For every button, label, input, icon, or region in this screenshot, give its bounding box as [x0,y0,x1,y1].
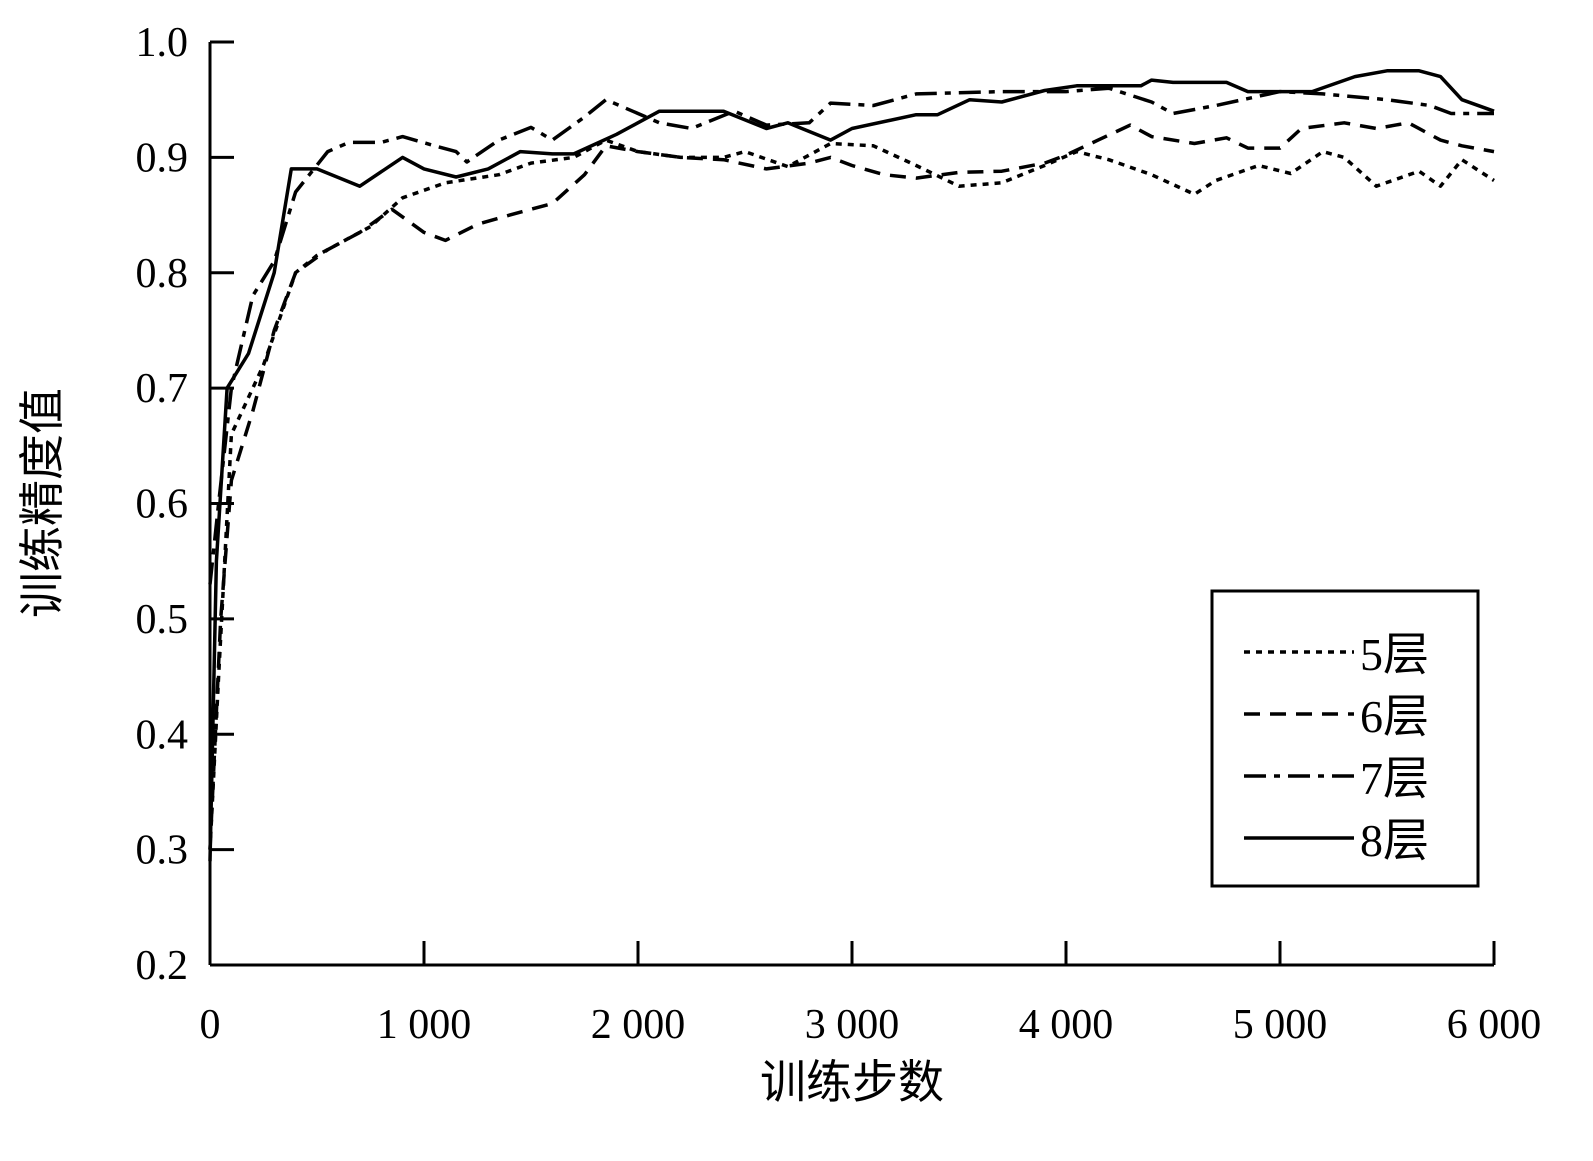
y-tick-label: 0.3 [136,828,189,874]
y-tick-label: 0.8 [136,251,189,297]
x-tick-label: 5 000 [1233,1002,1328,1048]
legend: 5层 6层 7层 8层 [1210,589,1480,888]
y-tick-label: 0.7 [136,366,189,412]
series-line-8-layer [208,69,1495,862]
x-tick-label: 3 000 [805,1002,900,1048]
x-axis-label: 训练步数 [760,1057,944,1108]
legend-label: 6层 [1360,691,1429,742]
axes: 0.2 0.3 0.4 0.5 0.6 0.7 0.8 0.9 1.0 0 1 000 2 000 3 … [136,20,1542,1048]
x-tick-label: 0 [200,1002,221,1048]
y-tick-label: 0.5 [136,597,189,643]
legend-box [1210,589,1480,888]
series-line-6-layer [208,121,1495,850]
series-line-7-layer [208,86,1494,585]
y-tick-label: 0.2 [136,943,189,989]
series-lines [208,69,1495,862]
y-tick-label: 0.4 [136,712,189,758]
legend-label: 8层 [1360,815,1429,866]
x-tick-label: 6 000 [1447,1002,1542,1048]
legend-label: 5层 [1360,629,1429,680]
y-tick-label: 1.0 [136,20,189,66]
x-tick-label: 1 000 [377,1002,472,1048]
y-tick-label: 0.6 [136,482,189,528]
legend-label: 7层 [1360,753,1429,804]
x-tick-label: 4 000 [1019,1002,1114,1048]
y-axis-label: 训练精度值 [17,388,68,618]
y-tick-label: 0.9 [136,135,189,181]
x-tick-label: 2 000 [591,1002,686,1048]
